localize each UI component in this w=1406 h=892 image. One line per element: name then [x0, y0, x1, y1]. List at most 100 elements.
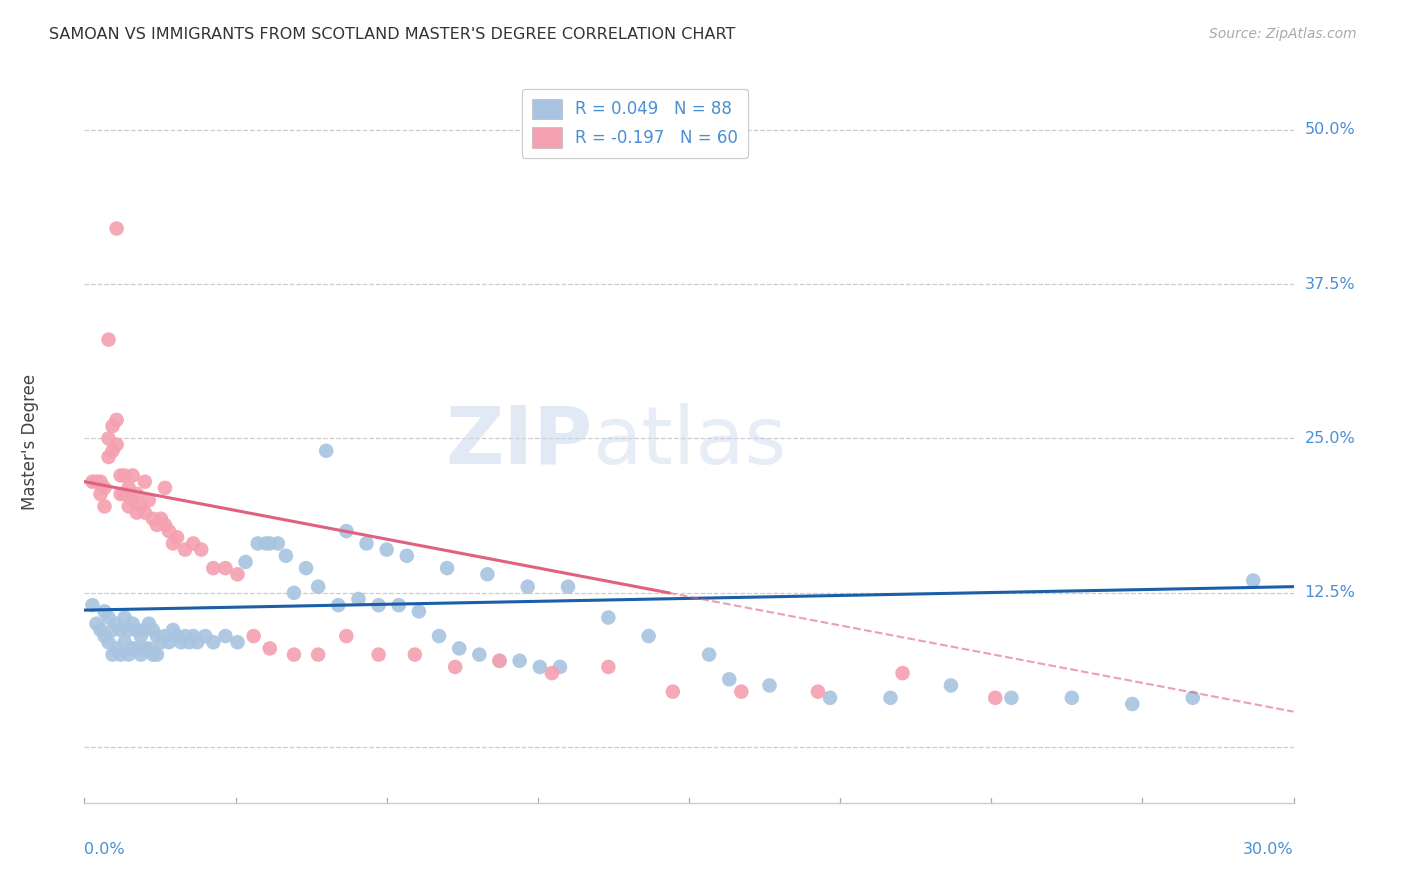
Text: 12.5%: 12.5%: [1305, 585, 1355, 600]
Point: [121, 493, 143, 508]
Point: [295, 561, 318, 575]
Point: [637, 629, 659, 643]
Point: [86, 616, 108, 631]
Point: [315, 443, 337, 458]
Point: [179, 635, 201, 649]
Point: [356, 536, 378, 550]
Text: 30.0%: 30.0%: [1243, 842, 1294, 856]
Point: [125, 641, 148, 656]
Point: [174, 629, 197, 643]
Point: [110, 468, 132, 483]
Point: [153, 481, 176, 495]
Point: [259, 536, 281, 550]
Point: [190, 542, 212, 557]
Point: [194, 629, 217, 643]
Point: [449, 641, 471, 656]
Point: [1241, 574, 1264, 588]
Point: [129, 629, 152, 643]
Point: [97, 610, 120, 624]
Point: [129, 500, 152, 514]
Point: [114, 487, 136, 501]
Point: [157, 524, 180, 538]
Point: [246, 536, 269, 550]
Point: [436, 561, 458, 575]
Point: [105, 616, 128, 631]
Point: [254, 536, 277, 550]
Point: [529, 660, 551, 674]
Point: [101, 623, 124, 637]
Point: [408, 604, 430, 618]
Point: [283, 586, 305, 600]
Point: [598, 660, 620, 674]
Point: [118, 623, 141, 637]
Point: [697, 648, 720, 662]
Point: [598, 610, 620, 624]
Point: [82, 598, 104, 612]
Point: [149, 635, 172, 649]
Point: [174, 542, 197, 557]
Point: [259, 641, 281, 656]
Point: [662, 684, 685, 698]
Point: [89, 623, 111, 637]
Text: 37.5%: 37.5%: [1305, 277, 1355, 292]
Point: [226, 567, 249, 582]
Point: [557, 580, 579, 594]
Point: [153, 517, 176, 532]
Point: [97, 635, 120, 649]
Point: [1181, 690, 1204, 705]
Point: [101, 419, 124, 434]
Point: [335, 629, 357, 643]
Point: [202, 635, 225, 649]
Text: Master's Degree: Master's Degree: [21, 374, 39, 509]
Point: [488, 654, 510, 668]
Point: [93, 604, 115, 618]
Point: [93, 481, 115, 495]
Point: [118, 481, 141, 495]
Point: [110, 623, 132, 637]
Point: [97, 333, 120, 347]
Point: [146, 629, 169, 643]
Point: [468, 648, 491, 662]
Legend: R = 0.049   N = 88, R = -0.197   N = 60: R = 0.049 N = 88, R = -0.197 N = 60: [522, 88, 748, 158]
Point: [134, 475, 156, 489]
Point: [509, 654, 531, 668]
Point: [375, 542, 398, 557]
Point: [138, 616, 160, 631]
Point: [181, 536, 204, 550]
Point: [86, 475, 108, 489]
Point: [125, 506, 148, 520]
Point: [404, 648, 426, 662]
Point: [149, 512, 172, 526]
Point: [142, 512, 165, 526]
Point: [170, 635, 193, 649]
Point: [134, 641, 156, 656]
Point: [93, 629, 115, 643]
Point: [984, 690, 1007, 705]
Point: [121, 468, 143, 483]
Point: [267, 536, 290, 550]
Point: [82, 475, 104, 489]
Point: [166, 629, 188, 643]
Point: [89, 475, 111, 489]
Point: [226, 635, 249, 649]
Point: [328, 598, 350, 612]
Point: [138, 493, 160, 508]
Point: [118, 500, 141, 514]
Point: [114, 635, 136, 649]
Point: [477, 567, 499, 582]
Point: [395, 549, 418, 563]
Text: 50.0%: 50.0%: [1305, 122, 1355, 137]
Point: [114, 610, 136, 624]
Point: [134, 506, 156, 520]
Point: [138, 641, 160, 656]
Point: [110, 648, 132, 662]
Point: [101, 648, 124, 662]
Point: [142, 623, 165, 637]
Text: 25.0%: 25.0%: [1305, 431, 1355, 446]
Point: [186, 635, 208, 649]
Point: [807, 684, 830, 698]
Point: [335, 524, 357, 538]
Point: [181, 629, 204, 643]
Point: [516, 580, 538, 594]
Point: [367, 598, 389, 612]
